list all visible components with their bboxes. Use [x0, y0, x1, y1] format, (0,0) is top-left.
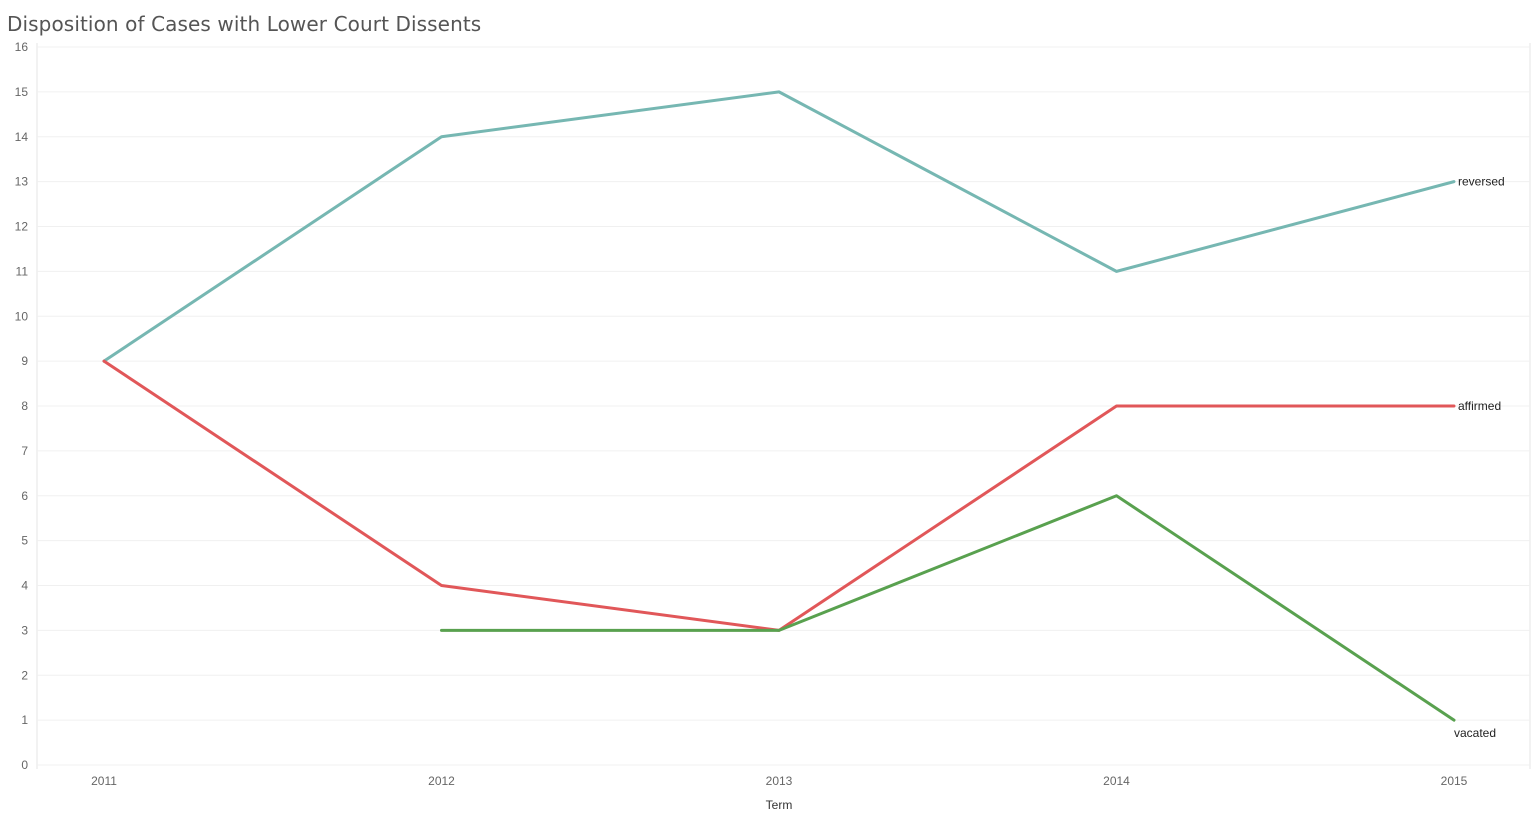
series-line-vacated [440, 494, 1456, 722]
series-label-vacated: vacated [1454, 726, 1496, 740]
chart-title: Disposition of Cases with Lower Court Di… [7, 12, 482, 36]
y-tick-label: 15 [15, 85, 29, 99]
y-tick-label: 9 [21, 354, 28, 368]
y-tick-label: 13 [15, 175, 29, 189]
y-tick-label: 8 [21, 399, 28, 413]
x-axis-title: Term [766, 798, 793, 812]
x-tick-label: 2011 [91, 774, 117, 788]
y-tick-label: 6 [21, 489, 28, 503]
x-tick-label: 2013 [766, 774, 793, 788]
y-tick-label: 10 [15, 309, 29, 323]
series-label-affirmed: affirmed [1458, 399, 1501, 413]
x-tick-label: 2014 [1103, 774, 1130, 788]
y-tick-label: 4 [21, 579, 28, 593]
x-tick-label: 2015 [1441, 774, 1468, 788]
y-tick-label: 14 [15, 130, 29, 144]
series-labels: reversed affirmed vacated [1454, 175, 1505, 741]
y-tick-label: 7 [21, 444, 28, 458]
y-tick-label: 0 [21, 758, 28, 772]
y-tick-label: 5 [21, 534, 28, 548]
y-tick-label: 11 [16, 264, 29, 278]
y-tick-label: 16 [15, 40, 29, 54]
series-line-reversed [102, 90, 1456, 363]
x-axis-ticks: 2011 2012 2013 2014 2015 [91, 774, 1468, 788]
series-label-reversed: reversed [1458, 175, 1505, 189]
series-lines [102, 90, 1456, 722]
x-tick-label: 2012 [428, 774, 455, 788]
y-tick-label: 2 [21, 668, 28, 682]
y-tick-label: 12 [15, 220, 29, 234]
y-tick-label: 1 [21, 713, 28, 727]
y-tick-label: 3 [21, 623, 28, 637]
